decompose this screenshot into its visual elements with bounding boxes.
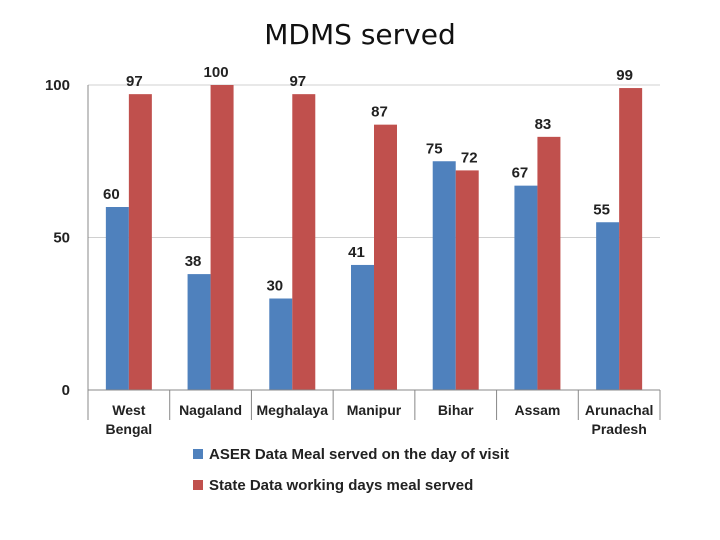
- data-label-series-2: 100: [204, 64, 229, 81]
- legend: ASER Data Meal served on the day of visi…: [193, 446, 509, 494]
- bar-series-2: [210, 85, 234, 390]
- bar-series-1: [351, 264, 374, 390]
- bar-series-2: [537, 136, 561, 390]
- y-axis-tick-labels: 0 50 100: [45, 77, 70, 399]
- bar-series-2: [455, 170, 479, 390]
- category-label: Assam: [514, 402, 560, 418]
- data-labels: 60 97 38 100 30 97 41 87 75 72 67 83 55 99: [103, 64, 633, 295]
- y-tick-label: 50: [53, 230, 70, 247]
- bar-series-2: [128, 94, 152, 391]
- data-label-series-2: 72: [461, 149, 478, 166]
- bar-series-1: [596, 222, 620, 390]
- bar-series-1: [269, 298, 293, 390]
- data-label-series-1: 75: [426, 140, 443, 157]
- data-label-series-2: 83: [535, 116, 552, 133]
- data-label-series-2: 97: [289, 73, 306, 90]
- category-label: Arunachal Pradesh: [585, 402, 653, 437]
- data-label-series-2: 97: [126, 73, 143, 90]
- bar-series-1: [432, 161, 456, 390]
- data-label-series-1: 41: [348, 244, 365, 261]
- legend-swatch-series-1: [193, 449, 203, 459]
- data-label-series-1: 60: [103, 186, 120, 203]
- legend-label-series-1: ASER Data Meal served on the day of visi…: [209, 446, 509, 463]
- axes: [87, 85, 661, 420]
- data-label-series-2: 99: [616, 67, 633, 84]
- category-label: Bihar: [438, 402, 474, 418]
- category-label: Manipur: [347, 402, 402, 418]
- data-label-series-1: 67: [512, 165, 529, 182]
- bar-series-2: [374, 124, 397, 391]
- y-tick-label: 0: [62, 382, 70, 399]
- chart-title: MDMS served: [264, 18, 456, 51]
- data-label-series-1: 55: [593, 201, 610, 218]
- category-label: Meghalaya: [256, 402, 328, 418]
- y-tick-label: 100: [45, 77, 70, 94]
- bar-series-1: [105, 207, 129, 390]
- bar-series-1: [187, 274, 211, 390]
- legend-label-series-2: State Data working days meal served: [209, 477, 473, 494]
- category-label: Nagaland: [179, 402, 242, 418]
- bar-series-1: [514, 185, 538, 390]
- data-label-series-2: 87: [371, 104, 388, 121]
- bars: [105, 85, 643, 391]
- bar-series-2: [619, 88, 643, 391]
- data-label-series-1: 38: [185, 253, 202, 270]
- category-label: West Bengal: [106, 402, 153, 437]
- bar-series-2: [292, 94, 316, 391]
- category-labels: West Bengal Nagaland Meghalaya Manipur Bihar A…: [106, 402, 654, 437]
- data-label-series-1: 30: [266, 278, 283, 295]
- legend-swatch-series-2: [193, 480, 203, 490]
